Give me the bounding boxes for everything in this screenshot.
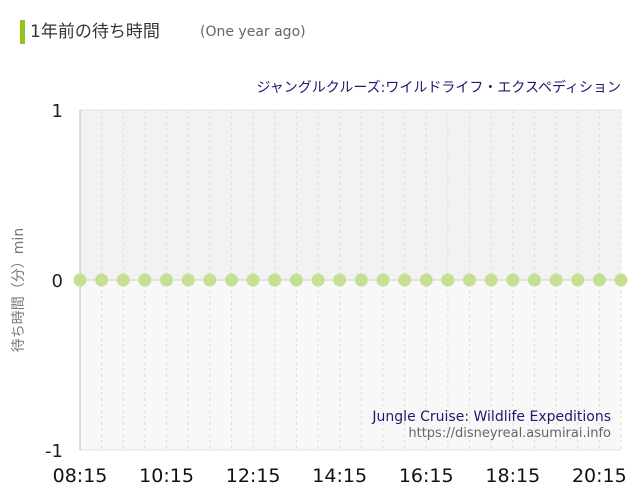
chart-title: ジャングルクルーズ:ワイルドライフ・エクスペディション xyxy=(256,79,621,96)
y-tick-label: 0 xyxy=(52,271,63,292)
x-tick-label: 08:15 xyxy=(53,465,108,487)
plot-area-lower xyxy=(80,280,621,450)
data-point xyxy=(571,273,585,287)
data-point xyxy=(181,273,195,287)
data-point xyxy=(398,273,412,287)
data-point xyxy=(441,273,455,287)
data-point xyxy=(463,273,477,287)
data-point xyxy=(311,273,325,287)
data-points xyxy=(73,273,628,287)
x-tick-label: 12:15 xyxy=(226,465,281,487)
x-tick-label: 10:15 xyxy=(139,465,194,487)
page-title: 1年前の待ち時間 xyxy=(30,22,160,42)
data-point xyxy=(224,273,238,287)
x-tick-label: 16:15 xyxy=(399,465,454,487)
y-axis-label: 待ち時間（分）min xyxy=(11,228,27,352)
y-tick-labels: 1 0 -1 xyxy=(45,101,63,462)
data-point xyxy=(73,273,87,287)
data-point xyxy=(268,273,282,287)
data-point xyxy=(527,273,541,287)
data-point xyxy=(354,273,368,287)
x-tick-label: 20:15 xyxy=(572,465,627,487)
data-point xyxy=(506,273,520,287)
data-point xyxy=(419,273,433,287)
data-point xyxy=(549,273,563,287)
title-accent-bar xyxy=(20,20,25,44)
data-point xyxy=(376,273,390,287)
data-point xyxy=(160,273,174,287)
source-url: https://disneyreal.asumirai.info xyxy=(408,426,611,441)
data-point xyxy=(484,273,498,287)
plot-area-upper xyxy=(80,110,621,280)
x-tick-labels: 08:15 10:15 12:15 14:15 16:15 18:15 20:15 xyxy=(53,465,627,487)
attraction-name-en: Jungle Cruise: Wildlife Expeditions xyxy=(371,409,611,425)
data-point xyxy=(333,273,347,287)
page-subtitle: (One year ago) xyxy=(200,24,306,40)
data-point xyxy=(289,273,303,287)
data-point xyxy=(592,273,606,287)
data-point xyxy=(138,273,152,287)
data-point xyxy=(203,273,217,287)
x-tick-label: 18:15 xyxy=(485,465,540,487)
data-point xyxy=(246,273,260,287)
x-tick-label: 14:15 xyxy=(312,465,367,487)
y-tick-label: -1 xyxy=(45,441,63,462)
data-point xyxy=(95,273,109,287)
data-point xyxy=(614,273,628,287)
y-tick-label: 1 xyxy=(52,101,63,122)
data-point xyxy=(116,273,130,287)
